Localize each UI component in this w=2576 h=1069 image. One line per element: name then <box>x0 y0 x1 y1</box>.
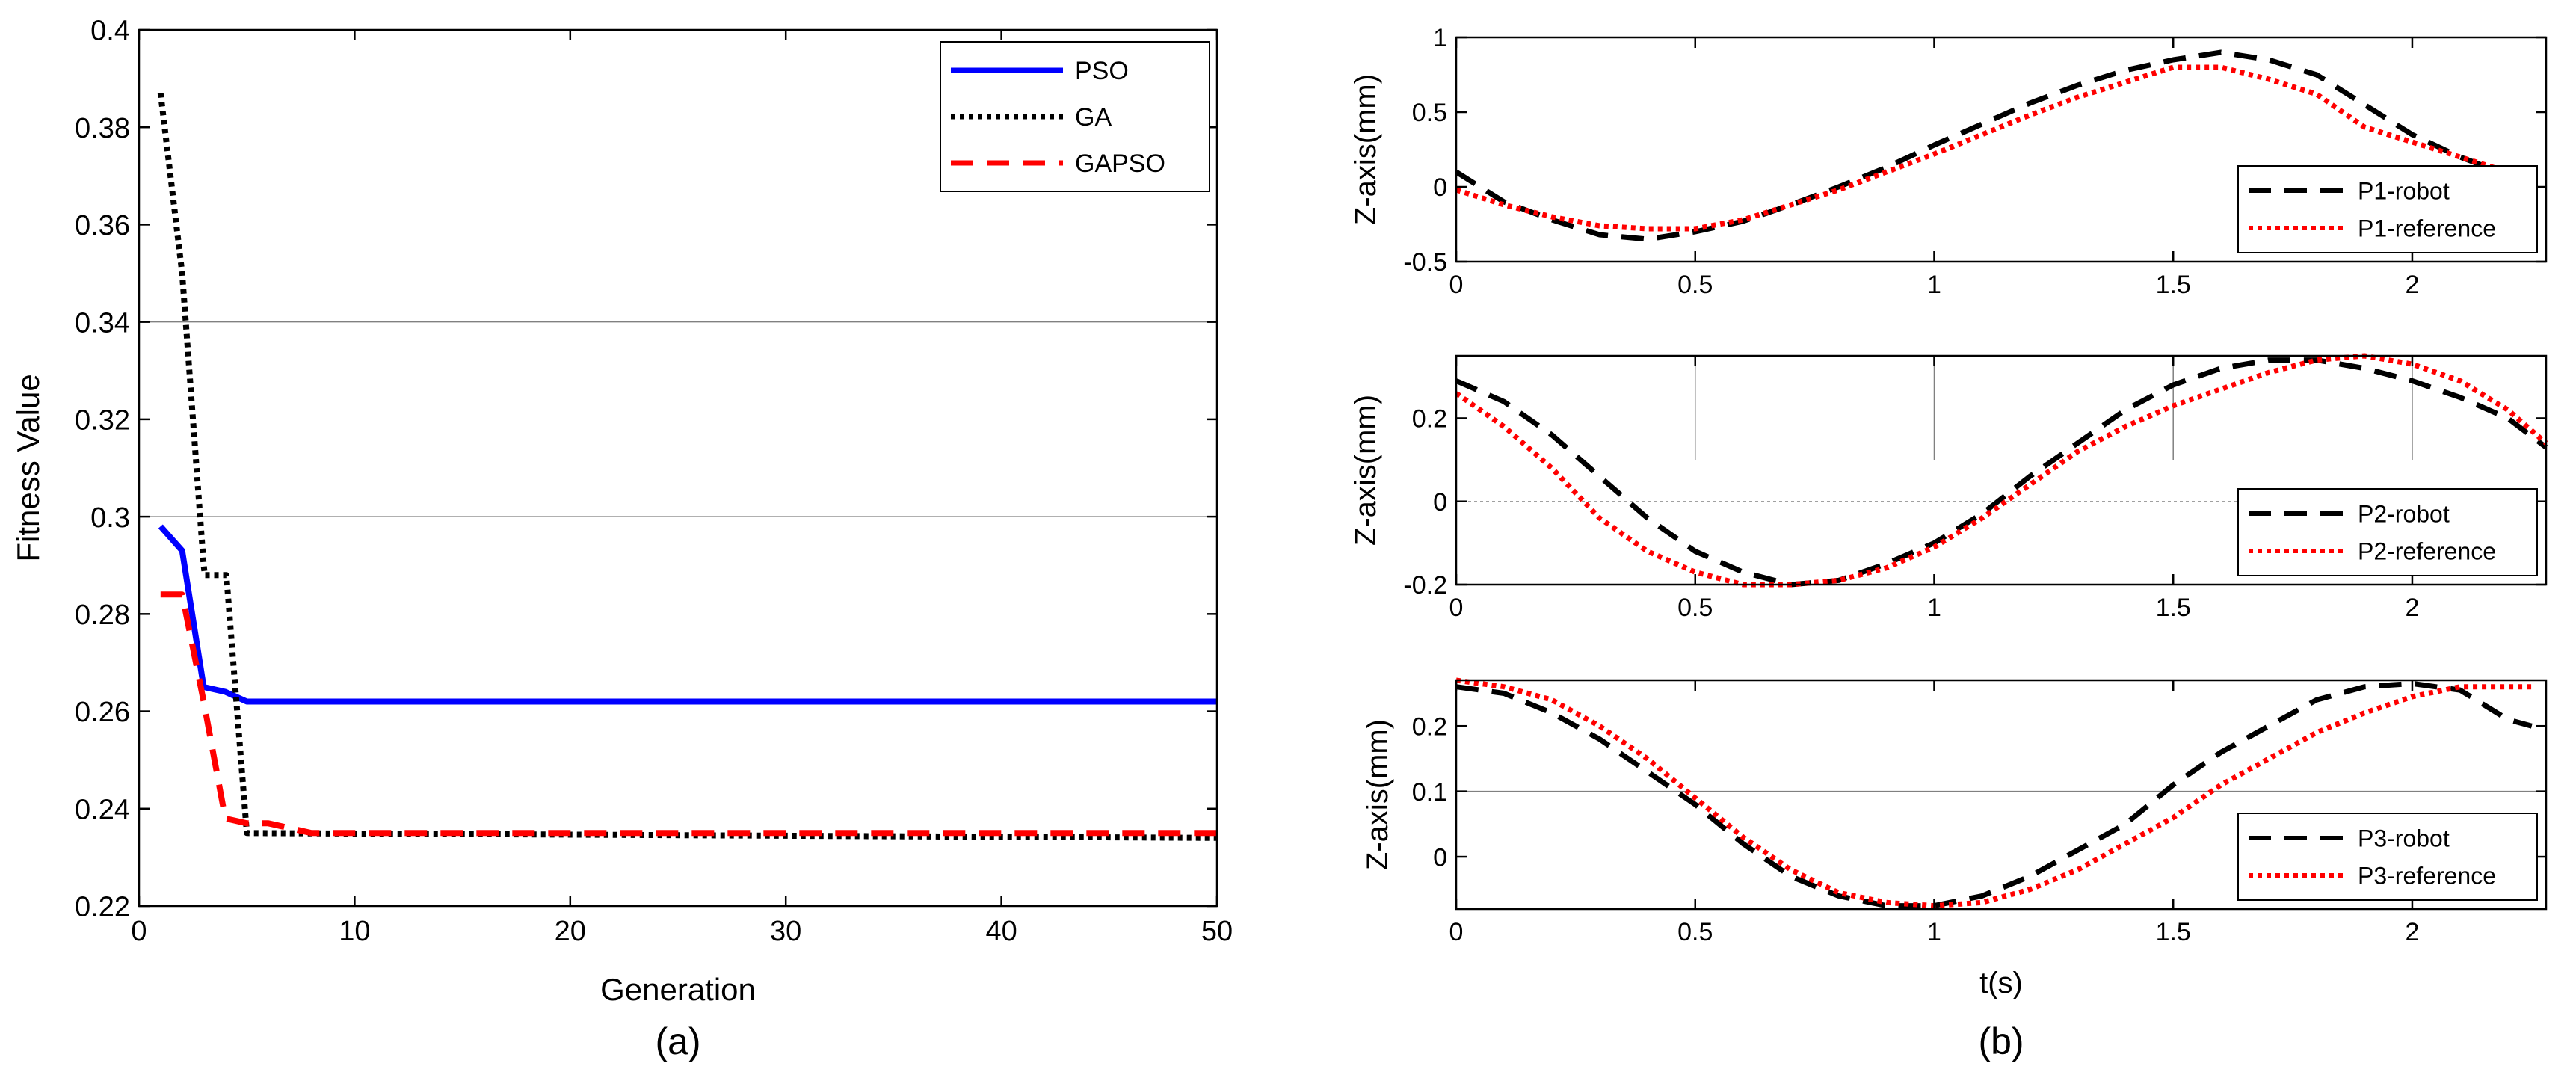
chart-panel-b2: 0 0.5 1 1.5 2-0.200.2Z-axis(mm) P2-robotP2-re… <box>1349 353 2548 622</box>
y-tick-label: 0.26 <box>75 697 130 728</box>
legend-label-p3-robot: P3-robot <box>2358 825 2450 852</box>
series-line-p1-robot <box>1455 49 2509 242</box>
series-line-ga <box>157 93 1218 841</box>
y-axis-label: Z-axis(mm) <box>1349 395 1382 546</box>
x-tick-label: 0.5 <box>1677 594 1713 622</box>
legend-label-p1-reference: P1-reference <box>2358 215 2496 242</box>
series-line-gapso <box>160 591 1217 837</box>
legend-label-p1-robot: P1-robot <box>2358 178 2450 205</box>
legend-label-p2-reference: P2-reference <box>2358 538 2496 565</box>
figure-caption: (b) <box>1978 1020 2024 1062</box>
series-line-p2-reference <box>1454 353 2548 588</box>
x-tick-label: 2 <box>2405 594 2419 622</box>
y-tick-label: 0.32 <box>75 405 130 437</box>
y-tick-label: 0.36 <box>75 210 130 241</box>
y-tick-label: -0.2 <box>1403 571 1447 600</box>
x-tick-label: 1.5 <box>2156 271 2191 299</box>
chart-panel-b3: 0 0.5 1 1.5 2 0 0.1 0.2 Z-axis(mm) t(s) (b) P3-robo… <box>1361 677 2548 1062</box>
chart-panel-a: 0 10 20 30 40 50 0.22 0.24 0.26 0.28 0.3 0.32 0.34 0.… <box>10 16 1233 1062</box>
x-axis-label: t(s) <box>1979 967 2023 999</box>
y-tick-label: 0 <box>1433 843 1447 872</box>
y-tick-label: 0 <box>1433 488 1447 517</box>
plot-frame <box>1455 679 2548 911</box>
y-axis-label: Fitness Value <box>10 374 46 561</box>
y-tick-label: 1 <box>1433 24 1447 52</box>
legend-box <box>940 41 1210 192</box>
y-tick-label: 0.3 <box>90 502 130 534</box>
y-axis-label: Z-axis(mm) <box>1349 74 1382 225</box>
y-axis-label: Z-axis(mm) <box>1361 719 1394 870</box>
x-tick-label: 0 <box>1449 918 1464 946</box>
chart-panel-b1: 0 0.5 1 1.5 2-0.500.51Z-axis(mm) P1-robotP1-r… <box>1349 24 2548 299</box>
series-line-p3-robot <box>1455 680 2533 909</box>
y-tick-label: 0.38 <box>75 113 130 144</box>
legend: P3-robot P3-reference <box>2237 813 2538 901</box>
x-tick-label: 1 <box>1927 918 1941 946</box>
x-tick-label: 20 <box>555 916 586 947</box>
y-tick-label: 0 <box>1433 173 1447 202</box>
legend-label-gapso: GAPSO <box>1075 150 1165 178</box>
y-tick-label: 0.22 <box>75 892 130 923</box>
legend-box <box>2237 488 2538 576</box>
legend-box <box>2237 813 2538 901</box>
y-tick-label: 0.1 <box>1412 778 1447 807</box>
y-tick-label: 0.5 <box>1412 99 1447 127</box>
series-line-pso <box>158 524 1217 705</box>
legend: P1-robot P1-reference <box>2237 165 2538 253</box>
x-tick-label: 10 <box>339 916 370 947</box>
plot-frame <box>1455 354 2548 586</box>
legend-label-p3-reference: P3-reference <box>2358 863 2496 890</box>
series-line-p3-reference <box>1455 677 2532 909</box>
x-tick-label: 1.5 <box>2156 918 2191 946</box>
legend: P2-robot P2-reference <box>2237 488 2538 576</box>
legend-box <box>2237 165 2538 253</box>
x-tick-label: 0.5 <box>1677 918 1713 946</box>
x-tick-label: 0.5 <box>1677 271 1713 299</box>
x-tick-label: 1 <box>1927 594 1941 622</box>
legend: PSO GA GAPSO <box>940 41 1210 192</box>
x-tick-label: 50 <box>1201 916 1233 947</box>
figure-caption: (a) <box>655 1020 700 1062</box>
series-line-p1-reference <box>1455 64 2509 232</box>
x-tick-label: 0 <box>131 916 147 947</box>
x-tick-label: 2 <box>2405 271 2419 299</box>
y-tick-label: 0.2 <box>1412 405 1447 434</box>
y-tick-label: 0.34 <box>75 307 130 339</box>
legend-label-p2-robot: P2-robot <box>2358 501 2450 528</box>
plot-frame <box>1455 36 2548 263</box>
legend-label-ga: GA <box>1075 103 1112 132</box>
x-tick-label: 1 <box>1927 271 1941 299</box>
x-tick-label: 1.5 <box>2156 594 2191 622</box>
x-tick-label: 2 <box>2405 918 2419 946</box>
y-tick-label: 0.4 <box>90 16 130 47</box>
x-tick-label: 0 <box>1449 594 1464 622</box>
x-tick-label: 40 <box>985 916 1017 947</box>
x-tick-label: 0 <box>1449 271 1464 299</box>
y-tick-label: 0.24 <box>75 794 130 825</box>
y-tick-label: -0.5 <box>1403 248 1447 277</box>
legend-label-pso: PSO <box>1075 57 1129 85</box>
x-axis-label: Generation <box>600 972 756 1007</box>
x-tick-label: 30 <box>770 916 801 947</box>
plot-frame <box>138 28 1218 908</box>
series-line-p2-robot <box>1455 357 2548 588</box>
y-tick-label: 0.28 <box>75 600 130 631</box>
y-tick-label: 0.2 <box>1412 712 1447 741</box>
